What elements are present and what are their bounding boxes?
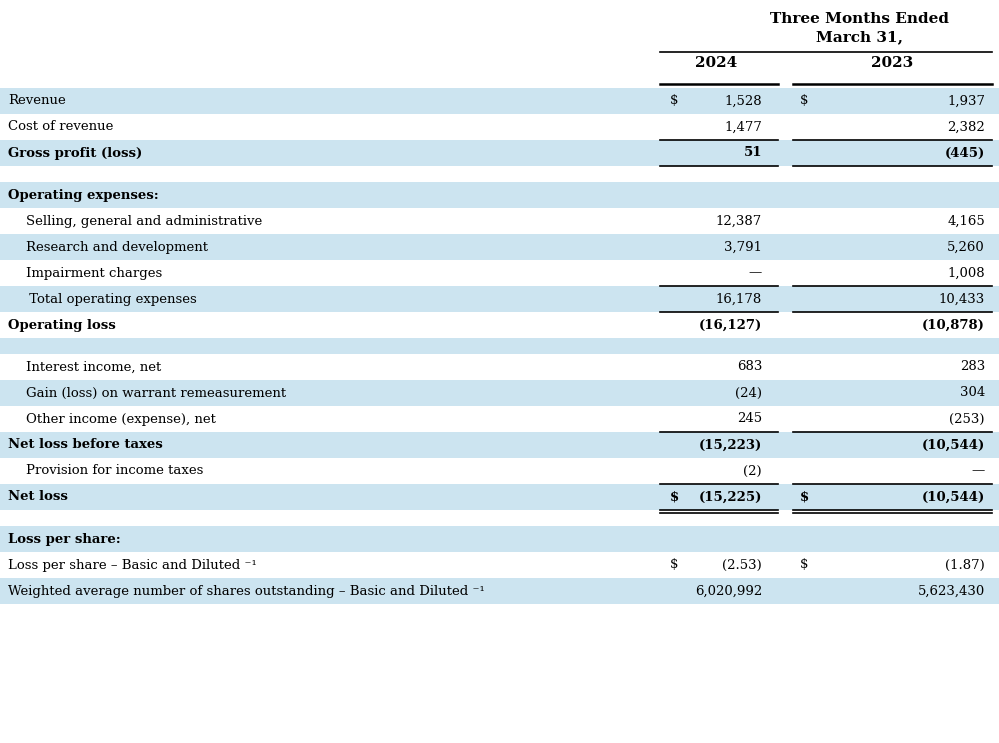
Text: 4,165: 4,165 <box>947 215 985 227</box>
Bar <box>0 166 999 182</box>
Text: $: $ <box>800 490 809 504</box>
Text: Three Months Ended: Three Months Ended <box>770 12 949 26</box>
Text: Research and development: Research and development <box>26 241 208 253</box>
Bar <box>0 208 999 234</box>
Text: 1,937: 1,937 <box>947 94 985 108</box>
Text: (15,223): (15,223) <box>698 438 762 452</box>
Bar <box>0 312 999 338</box>
Bar <box>0 526 999 552</box>
Text: 1,477: 1,477 <box>724 120 762 134</box>
Bar <box>0 182 999 208</box>
Text: 2023: 2023 <box>871 56 913 70</box>
Bar <box>0 260 999 286</box>
Text: 16,178: 16,178 <box>715 293 762 305</box>
Bar <box>0 114 999 140</box>
Text: Interest income, net: Interest income, net <box>26 360 161 374</box>
Text: (15,225): (15,225) <box>698 490 762 504</box>
Text: Gain (loss) on warrant remeasurement: Gain (loss) on warrant remeasurement <box>26 386 286 400</box>
Text: (445): (445) <box>945 146 985 160</box>
Text: Other income (expense), net: Other income (expense), net <box>26 412 216 426</box>
Text: (16,127): (16,127) <box>698 319 762 331</box>
Text: Net loss before taxes: Net loss before taxes <box>8 438 163 452</box>
Bar <box>0 578 999 604</box>
Bar <box>0 88 999 114</box>
Text: 10,433: 10,433 <box>939 293 985 305</box>
Text: Operating expenses:: Operating expenses: <box>8 189 159 201</box>
Text: 283: 283 <box>960 360 985 374</box>
Text: —: — <box>748 267 762 279</box>
Text: (1.87): (1.87) <box>945 559 985 571</box>
Text: $: $ <box>800 559 808 571</box>
Text: 304: 304 <box>960 386 985 400</box>
Text: 2024: 2024 <box>695 56 737 70</box>
Bar <box>0 432 999 458</box>
Text: 1,528: 1,528 <box>724 94 762 108</box>
Text: (24): (24) <box>735 386 762 400</box>
Text: $: $ <box>800 94 808 108</box>
Text: 245: 245 <box>737 412 762 426</box>
Text: 2,382: 2,382 <box>947 120 985 134</box>
Bar <box>0 338 999 354</box>
Text: Loss per share – Basic and Diluted ⁻¹: Loss per share – Basic and Diluted ⁻¹ <box>8 559 257 571</box>
Text: (10,878): (10,878) <box>922 319 985 331</box>
Text: Selling, general and administrative: Selling, general and administrative <box>26 215 263 227</box>
Text: —: — <box>972 464 985 478</box>
Text: $: $ <box>670 94 678 108</box>
Bar <box>0 380 999 406</box>
Text: 12,387: 12,387 <box>715 215 762 227</box>
Bar <box>0 510 999 526</box>
Text: Gross profit (loss): Gross profit (loss) <box>8 146 142 160</box>
Text: (10,544): (10,544) <box>922 438 985 452</box>
Bar <box>0 458 999 484</box>
Text: (2.53): (2.53) <box>722 559 762 571</box>
Text: 683: 683 <box>736 360 762 374</box>
Text: Weighted average number of shares outstanding – Basic and Diluted ⁻¹: Weighted average number of shares outsta… <box>8 585 485 597</box>
Bar <box>0 484 999 510</box>
Bar <box>0 406 999 432</box>
Bar <box>0 0 999 88</box>
Text: Cost of revenue: Cost of revenue <box>8 120 113 134</box>
Text: (253): (253) <box>949 412 985 426</box>
Text: Loss per share:: Loss per share: <box>8 533 121 545</box>
Bar <box>0 286 999 312</box>
Text: $: $ <box>670 490 679 504</box>
Text: (10,544): (10,544) <box>922 490 985 504</box>
Bar <box>0 354 999 380</box>
Bar <box>0 234 999 260</box>
Text: Net loss: Net loss <box>8 490 68 504</box>
Text: (2): (2) <box>743 464 762 478</box>
Text: 5,623,430: 5,623,430 <box>918 585 985 597</box>
Bar <box>0 552 999 578</box>
Text: Total operating expenses: Total operating expenses <box>8 293 197 305</box>
Text: Operating loss: Operating loss <box>8 319 116 331</box>
Text: 3,791: 3,791 <box>724 241 762 253</box>
Text: 51: 51 <box>743 146 762 160</box>
Text: $: $ <box>670 559 678 571</box>
Text: Impairment charges: Impairment charges <box>26 267 162 279</box>
Text: 5,260: 5,260 <box>947 241 985 253</box>
Text: Revenue: Revenue <box>8 94 66 108</box>
Text: 6,020,992: 6,020,992 <box>694 585 762 597</box>
Text: March 31,: March 31, <box>816 30 903 44</box>
Bar <box>0 140 999 166</box>
Text: 1,008: 1,008 <box>947 267 985 279</box>
Text: Provision for income taxes: Provision for income taxes <box>26 464 204 478</box>
